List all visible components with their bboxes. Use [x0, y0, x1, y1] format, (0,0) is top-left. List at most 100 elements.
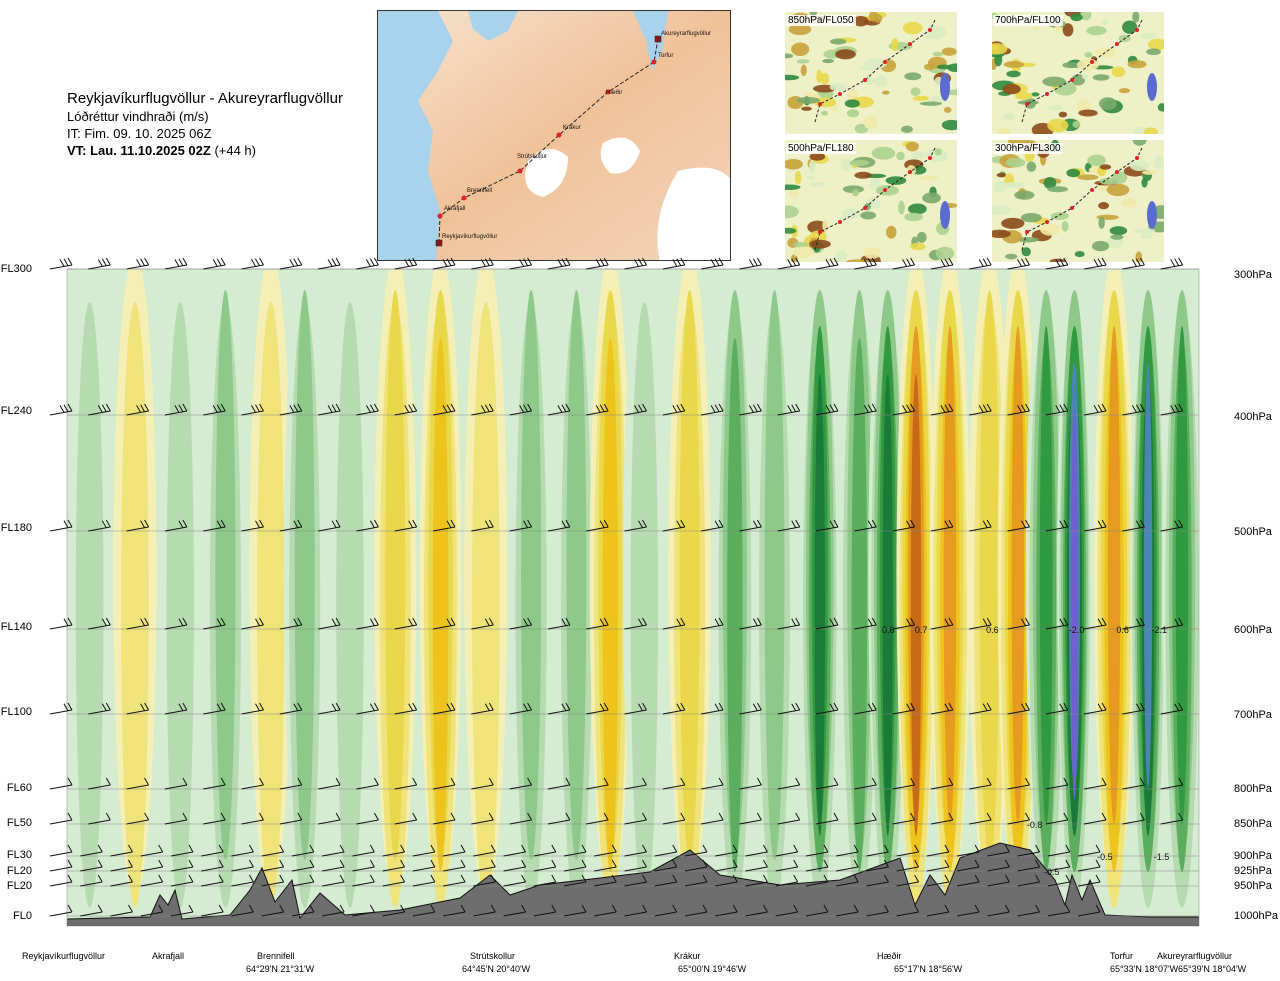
wind-barb-feather	[672, 904, 678, 913]
wind-barb-staff	[547, 526, 570, 532]
thumb-field-patch	[1005, 253, 1018, 260]
wind-barb	[164, 519, 188, 532]
wind-barb-staff	[739, 819, 762, 825]
wind-barb-feather	[795, 403, 801, 412]
wind-barb-feather	[400, 859, 406, 868]
wind-barb-feather	[680, 617, 686, 626]
thumb-field-patch	[1040, 223, 1061, 236]
wind-barb-feather	[829, 404, 835, 412]
wind-barb-feather	[1035, 874, 1041, 883]
wind-barb	[291, 904, 315, 917]
thumb-route-point	[928, 156, 932, 160]
thumbnail-700hpa[interactable]: 700hPa/FL100	[992, 12, 1164, 134]
wind-barb-feather	[144, 777, 150, 786]
wind-barb	[241, 403, 264, 416]
wind-barb	[624, 812, 647, 825]
thumb-route-point	[818, 102, 822, 106]
wind-barb-feather	[400, 904, 406, 913]
thumb-route-point	[908, 170, 912, 174]
map-sea-west	[378, 11, 453, 260]
wind-barb	[1122, 812, 1145, 825]
wind-barb-staff	[473, 851, 496, 857]
wind-barb	[1122, 702, 1145, 715]
wind-barb-feather	[611, 874, 617, 883]
map-glacier-langjokull	[525, 148, 568, 197]
wind-barb-staff	[432, 784, 456, 790]
wind-barb-staff	[892, 410, 915, 416]
wind-barb	[805, 844, 829, 857]
wind-barb	[815, 702, 839, 715]
wind-barb	[140, 904, 164, 917]
wind-barb-staff	[957, 851, 980, 857]
wind-barb	[201, 844, 224, 857]
vertical-wind-band-10-level-2	[521, 290, 542, 860]
wind-barb-feather	[521, 844, 526, 853]
wind-barb	[503, 904, 526, 917]
wind-barb-feather	[331, 520, 337, 528]
wind-barb	[586, 702, 609, 715]
wind-barb-feather	[603, 617, 609, 626]
thumb-field-patch	[896, 151, 905, 161]
wind-barb	[533, 874, 557, 887]
wind-barb	[662, 403, 686, 416]
wind-barb	[140, 874, 164, 887]
wind-barb-feather	[373, 257, 379, 266]
wind-barb-feather	[488, 702, 494, 711]
wind-barb	[318, 403, 341, 416]
wind-barb	[203, 812, 226, 825]
wind-barb-feather	[756, 617, 762, 626]
thumbnail-850hpa[interactable]: 850hPa/FL050	[785, 12, 957, 134]
wind-barb-feather	[752, 404, 758, 412]
wind-barb-feather	[795, 257, 801, 266]
wind-barb	[1160, 519, 1184, 532]
wind-barb	[432, 519, 456, 532]
wind-barb	[471, 519, 494, 532]
wind-barb-staff	[356, 819, 379, 825]
wind-barb-feather	[309, 859, 315, 868]
thumb-field-patch	[1001, 182, 1026, 188]
wind-barb-feather	[1059, 618, 1065, 626]
thumb-field-patch	[1005, 157, 1026, 168]
thumbnail-500hpa[interactable]: 500hPa/FL180	[785, 140, 957, 262]
wind-barb-feather	[603, 812, 609, 821]
wind-barb	[322, 874, 345, 887]
wind-barb	[164, 777, 188, 790]
wind-barb-feather	[63, 618, 69, 626]
wind-barb-feather	[178, 404, 184, 412]
wind-barb-feather	[718, 812, 724, 821]
wind-barb-feather	[940, 405, 946, 413]
wind-barb-staff	[356, 624, 379, 630]
wind-barb-feather	[1025, 777, 1030, 786]
wind-barb-staff	[930, 410, 953, 416]
wind-barb-feather	[63, 703, 69, 711]
wind-barb	[662, 519, 686, 532]
wind-barb-staff	[140, 881, 163, 887]
wind-barb-feather	[1025, 617, 1030, 626]
wind-barb-feather	[863, 259, 869, 267]
wind-barb-feather	[871, 812, 877, 821]
wind-barb-feather	[795, 702, 801, 711]
wind-barb-staff	[586, 410, 609, 416]
wind-barb-feather	[910, 519, 916, 528]
wind-barb-staff	[352, 866, 375, 872]
vertical-wind-band-21-level-4	[943, 326, 957, 824]
wind-barb-staff	[654, 881, 677, 887]
wind-barb-feather	[220, 777, 226, 786]
wind-barb	[854, 812, 877, 825]
thumb-field-patch	[785, 53, 794, 59]
wind-barb-feather	[140, 258, 146, 266]
wind-barb	[1122, 257, 1145, 270]
wind-barb-feather	[67, 874, 73, 883]
wind-barb	[930, 777, 954, 790]
thumbnail-300hpa[interactable]: 300hPa/FL300	[992, 140, 1164, 262]
wind-barb-feather	[1101, 812, 1107, 821]
wind-barb-feather	[702, 844, 708, 853]
wind-barb-staff	[241, 709, 264, 715]
thumb-field-patch	[898, 200, 905, 215]
wind-barb-staff	[279, 784, 302, 790]
wind-barb-feather	[446, 404, 452, 412]
wind-barb-feather	[718, 403, 724, 412]
wind-barb-feather	[986, 702, 992, 711]
wind-barb	[473, 844, 496, 857]
wind-barb-feather	[521, 874, 526, 883]
